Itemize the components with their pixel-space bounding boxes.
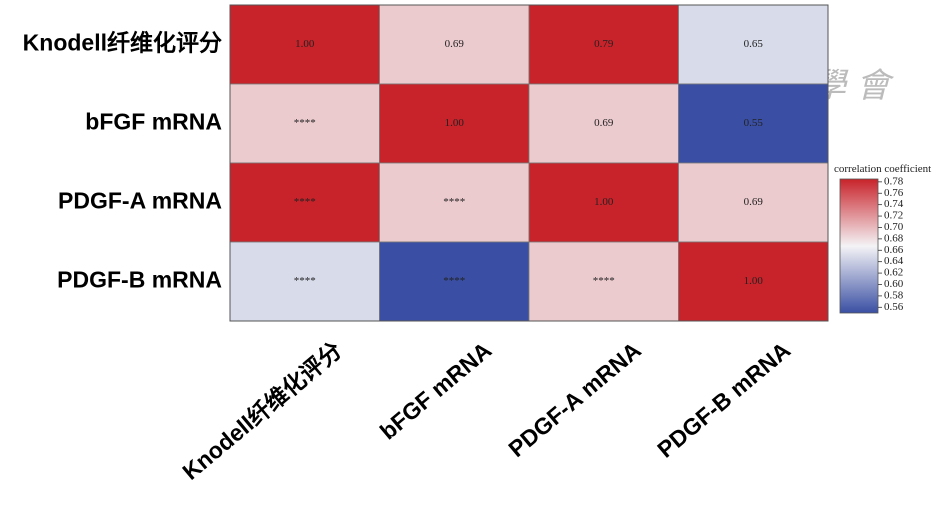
heatmap-cell bbox=[528, 162, 679, 243]
row-label: PDGF-B mRNA bbox=[57, 267, 222, 293]
cell-label: **** bbox=[443, 275, 465, 287]
heatmap-cell bbox=[528, 241, 679, 322]
column-label: PDGF-A mRNA bbox=[503, 337, 645, 462]
heatmap-cell bbox=[678, 241, 829, 322]
cell-label: **** bbox=[443, 196, 465, 208]
cell-label: **** bbox=[294, 117, 316, 129]
cell-label: 0.79 bbox=[594, 38, 614, 50]
heatmap-cell bbox=[528, 4, 679, 85]
colorbar-tick-label: 0.74 bbox=[884, 198, 904, 210]
colorbar-tick-label: 0.72 bbox=[884, 210, 903, 222]
column-label: PDGF-B mRNA bbox=[652, 337, 795, 463]
heatmap-cell bbox=[229, 83, 380, 164]
colorbar-tick-label: 0.68 bbox=[884, 232, 904, 244]
colorbar-tick-label: 0.58 bbox=[884, 289, 904, 301]
cell-label: **** bbox=[294, 196, 316, 208]
heatmap-cell bbox=[379, 162, 530, 243]
cell-label: 0.69 bbox=[594, 117, 614, 129]
heatmap-cell bbox=[678, 83, 829, 164]
column-label: bFGF mRNA bbox=[375, 337, 496, 445]
column-label: Knodell纤维化评分 bbox=[177, 337, 346, 485]
cell-label: 0.69 bbox=[445, 38, 465, 50]
heatmap-cell bbox=[379, 241, 530, 322]
colorbar-tick-label: 0.56 bbox=[884, 301, 904, 313]
cell-label: 1.00 bbox=[295, 38, 315, 50]
heatmap-cell bbox=[229, 162, 380, 243]
colorbar-tick-label: 0.64 bbox=[884, 255, 904, 267]
heatmap-cell bbox=[678, 162, 829, 243]
row-label: bFGF mRNA bbox=[85, 109, 222, 135]
cell-label: 1.00 bbox=[744, 275, 764, 287]
colorbar-tick-label: 0.62 bbox=[884, 267, 903, 279]
heatmap-cell bbox=[229, 4, 380, 85]
heatmap-cell bbox=[229, 241, 380, 322]
heatmap-cell bbox=[528, 83, 679, 164]
cell-label: 0.69 bbox=[744, 196, 764, 208]
colorbar-tick-label: 0.66 bbox=[884, 244, 904, 256]
colorbar-tick-label: 0.78 bbox=[884, 175, 904, 187]
cell-label: 1.00 bbox=[445, 117, 465, 129]
colorbar-title: correlation coefficient bbox=[834, 163, 931, 175]
row-label: Knodell纤维化评分 bbox=[23, 30, 222, 56]
colorbar-tick-label: 0.76 bbox=[884, 187, 904, 199]
row-label: PDGF-A mRNA bbox=[58, 188, 222, 214]
colorbar-tick-label: 0.70 bbox=[884, 221, 904, 233]
cell-label: **** bbox=[294, 275, 316, 287]
colorbar bbox=[839, 178, 879, 314]
cell-label: 1.00 bbox=[594, 196, 614, 208]
cell-label: 0.55 bbox=[744, 117, 764, 129]
heatmap-cell bbox=[379, 83, 530, 164]
cell-label: 0.65 bbox=[744, 38, 764, 50]
cell-label: **** bbox=[593, 275, 615, 287]
colorbar-tick-label: 0.60 bbox=[884, 278, 904, 290]
plot-border bbox=[229, 4, 829, 322]
